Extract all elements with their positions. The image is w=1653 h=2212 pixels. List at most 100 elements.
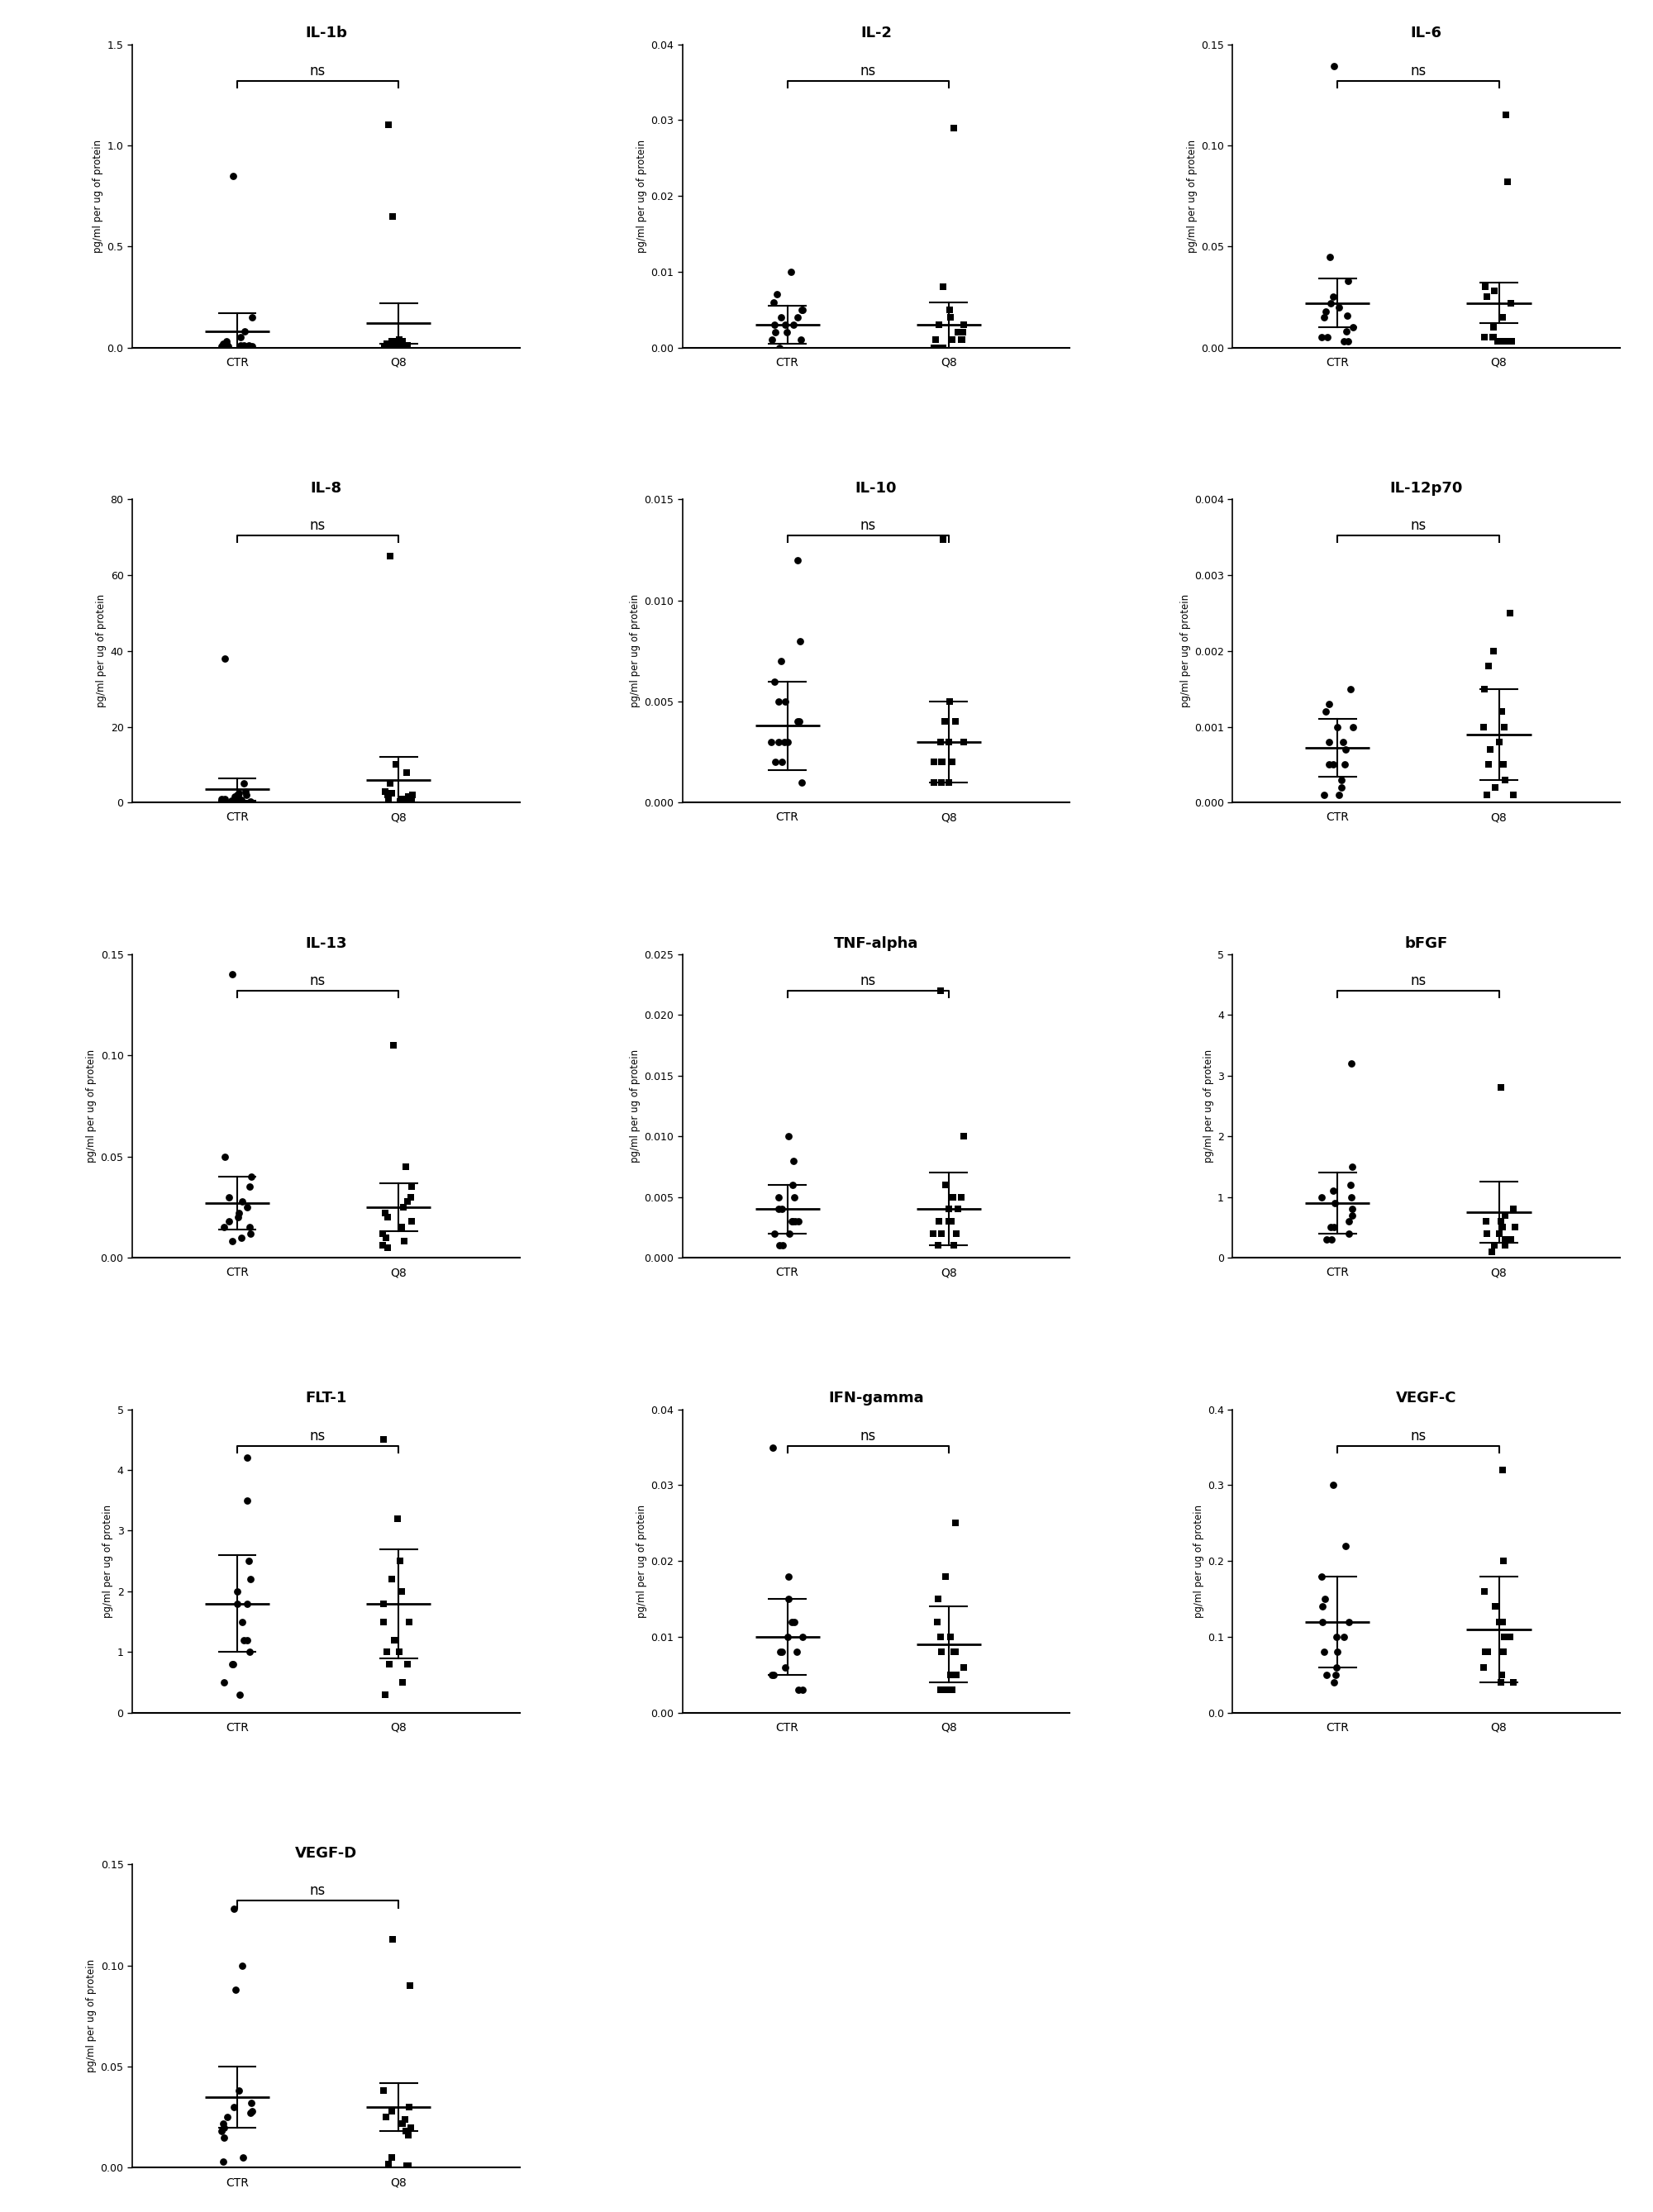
Point [212,1210,238,1245]
Point [228,781,255,816]
Point [926,1203,952,1239]
Point [950,723,977,759]
Point [1336,263,1362,299]
Point [228,1219,255,1254]
Point [1499,1192,1526,1228]
Point [1321,748,1347,783]
Point [1332,1528,1359,1564]
Point [936,684,962,719]
Point [1329,770,1355,805]
Point [395,2148,422,2183]
Point [388,1573,415,1608]
Point [921,1217,947,1252]
Point [1471,1573,1498,1608]
Point [780,1179,807,1214]
Point [1316,723,1342,759]
Point [790,1619,817,1655]
Point [929,745,955,781]
Point [950,723,977,759]
Point [777,254,803,290]
Point [372,1194,398,1230]
Point [1319,1221,1346,1256]
Y-axis label: pg/ml per ug of protein: pg/ml per ug of protein [86,1960,98,2073]
Point [387,1635,413,1670]
Point [217,1179,243,1214]
Title: IL-12p70: IL-12p70 [1390,480,1463,495]
Point [1483,770,1509,805]
Point [236,1210,263,1245]
Point [1470,710,1496,745]
Point [922,323,949,358]
Point [223,776,250,812]
Point [1493,1221,1519,1256]
Point [1489,299,1516,334]
Point [775,1582,802,1617]
Point [1317,1210,1344,1245]
Point [937,1619,964,1655]
Point [780,307,807,343]
Point [949,323,975,358]
Point [235,330,261,365]
Point [944,314,970,349]
Point [218,783,245,818]
Point [759,1657,785,1692]
Point [936,292,962,327]
Point [231,765,258,801]
Point [220,1646,246,1681]
Point [370,1604,397,1639]
Point [1479,310,1506,345]
Point [236,783,263,818]
Point [208,781,235,816]
Point [936,723,962,759]
Point [379,2093,405,2128]
Point [1337,1168,1364,1203]
Point [240,330,266,365]
Text: ns: ns [309,518,326,533]
Point [1329,763,1355,799]
Point [767,1635,793,1670]
Point [921,765,947,801]
Point [236,2095,263,2130]
Point [769,1192,795,1228]
Point [379,1562,405,1597]
Point [760,1217,787,1252]
Point [370,2073,397,2108]
Point [1321,1210,1347,1245]
Point [765,684,792,719]
Point [941,1635,967,1670]
Point [1337,670,1364,706]
Y-axis label: pg/ml per ug of protein: pg/ml per ug of protein [102,1504,114,1617]
Point [1493,1197,1519,1232]
Y-axis label: pg/ml per ug of protein: pg/ml per ug of protein [630,1048,641,1164]
Title: IL-10: IL-10 [855,480,898,495]
Point [936,765,962,801]
Point [212,2110,238,2146]
Point [765,1192,792,1228]
Point [375,108,402,144]
Point [788,292,815,327]
Point [780,1144,807,1179]
Point [1324,1635,1351,1670]
Point [765,723,792,759]
Point [949,1179,975,1214]
Point [238,1159,264,1194]
Point [238,2086,264,2121]
Point [926,1228,952,1263]
Title: IL-8: IL-8 [311,480,342,495]
Point [231,314,258,349]
Point [762,664,788,699]
Text: ns: ns [1410,973,1427,989]
Point [939,745,965,781]
Point [218,1646,245,1681]
Point [759,323,785,358]
Point [1312,695,1339,730]
Point [225,779,251,814]
Point [942,1506,969,1542]
Point [388,1210,415,1245]
Point [390,2106,417,2141]
Point [785,1672,812,1708]
Point [1481,1228,1508,1263]
Point [1329,723,1355,759]
Point [383,327,410,363]
Point [769,644,795,679]
